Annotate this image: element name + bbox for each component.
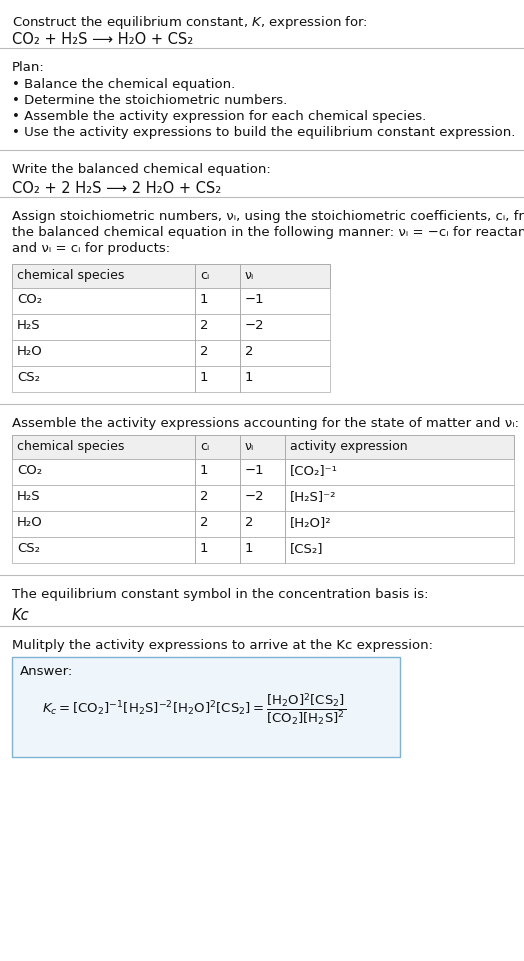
Text: CS₂: CS₂ <box>17 371 40 384</box>
Text: 1: 1 <box>245 371 254 384</box>
Text: CS₂: CS₂ <box>17 542 40 555</box>
Text: 2: 2 <box>245 345 254 358</box>
Text: 2: 2 <box>200 319 209 332</box>
Text: [CS₂]: [CS₂] <box>290 542 323 555</box>
Text: νᵢ: νᵢ <box>245 269 254 282</box>
Text: 1: 1 <box>200 371 209 384</box>
Text: Write the balanced chemical equation:: Write the balanced chemical equation: <box>12 163 271 176</box>
Text: cᵢ: cᵢ <box>200 440 209 453</box>
Text: CO₂: CO₂ <box>17 293 42 306</box>
Bar <box>12 511 514 537</box>
Text: 2: 2 <box>200 345 209 358</box>
Text: CO₂: CO₂ <box>17 464 42 477</box>
Text: −1: −1 <box>245 464 265 477</box>
Text: chemical species: chemical species <box>17 440 124 453</box>
Text: 2: 2 <box>200 490 209 503</box>
Text: 1: 1 <box>200 542 209 555</box>
Text: Plan:: Plan: <box>12 61 45 74</box>
Text: Answer:: Answer: <box>20 665 73 678</box>
Text: chemical species: chemical species <box>17 269 124 282</box>
Text: 1: 1 <box>200 293 209 306</box>
Text: Mulitply the activity expressions to arrive at the Kᴄ expression:: Mulitply the activity expressions to arr… <box>12 639 433 652</box>
Bar <box>12 459 514 485</box>
Text: the balanced chemical equation in the following manner: νᵢ = −cᵢ for reactants: the balanced chemical equation in the fo… <box>12 226 524 239</box>
Bar <box>12 435 514 459</box>
Text: Construct the equilibrium constant, $K$, expression for:: Construct the equilibrium constant, $K$,… <box>12 14 368 31</box>
Text: The equilibrium constant symbol in the concentration basis is:: The equilibrium constant symbol in the c… <box>12 588 429 601</box>
Text: −2: −2 <box>245 319 265 332</box>
Text: Assign stoichiometric numbers, νᵢ, using the stoichiometric coefficients, cᵢ, fr: Assign stoichiometric numbers, νᵢ, using… <box>12 210 524 223</box>
Text: • Use the activity expressions to build the equilibrium constant expression.: • Use the activity expressions to build … <box>12 126 516 139</box>
Text: Assemble the activity expressions accounting for the state of matter and νᵢ:: Assemble the activity expressions accoun… <box>12 417 519 430</box>
Text: H₂S: H₂S <box>17 319 41 332</box>
Text: $K_c = [\mathrm{CO_2}]^{-1}[\mathrm{H_2S}]^{-2}[\mathrm{H_2O}]^{2}[\mathrm{CS_2}: $K_c = [\mathrm{CO_2}]^{-1}[\mathrm{H_2S… <box>42 692 346 728</box>
Text: CO₂ + H₂S ⟶ H₂O + CS₂: CO₂ + H₂S ⟶ H₂O + CS₂ <box>12 32 193 47</box>
Text: • Determine the stoichiometric numbers.: • Determine the stoichiometric numbers. <box>12 94 287 107</box>
Text: • Assemble the activity expression for each chemical species.: • Assemble the activity expression for e… <box>12 110 426 123</box>
Bar <box>12 288 330 314</box>
Text: activity expression: activity expression <box>290 440 408 453</box>
Text: [H₂O]²: [H₂O]² <box>290 516 332 529</box>
Text: 1: 1 <box>245 542 254 555</box>
Text: cᵢ: cᵢ <box>200 269 209 282</box>
Text: 1: 1 <box>200 464 209 477</box>
Text: [CO₂]⁻¹: [CO₂]⁻¹ <box>290 464 338 477</box>
Text: −1: −1 <box>245 293 265 306</box>
Text: • Balance the chemical equation.: • Balance the chemical equation. <box>12 78 235 91</box>
Bar <box>12 485 514 511</box>
Text: and νᵢ = cᵢ for products:: and νᵢ = cᵢ for products: <box>12 242 170 255</box>
Text: νᵢ: νᵢ <box>245 440 254 453</box>
Text: Kᴄ: Kᴄ <box>12 608 30 623</box>
Text: 2: 2 <box>245 516 254 529</box>
Text: H₂O: H₂O <box>17 516 43 529</box>
Text: [H₂S]⁻²: [H₂S]⁻² <box>290 490 336 503</box>
Bar <box>12 264 330 288</box>
Text: H₂O: H₂O <box>17 345 43 358</box>
Text: H₂S: H₂S <box>17 490 41 503</box>
Bar <box>12 366 330 392</box>
Bar <box>12 657 400 757</box>
Bar <box>12 314 330 340</box>
Bar <box>12 340 330 366</box>
Text: 2: 2 <box>200 516 209 529</box>
Text: CO₂ + 2 H₂S ⟶ 2 H₂O + CS₂: CO₂ + 2 H₂S ⟶ 2 H₂O + CS₂ <box>12 181 221 196</box>
Bar <box>12 537 514 563</box>
Text: −2: −2 <box>245 490 265 503</box>
